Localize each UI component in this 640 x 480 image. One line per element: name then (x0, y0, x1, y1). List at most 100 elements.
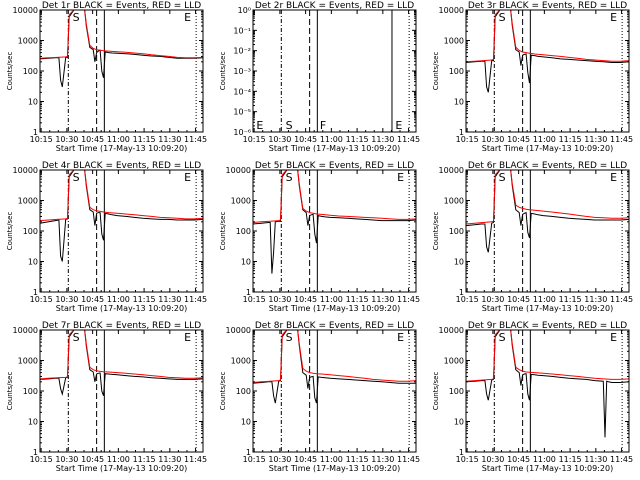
x-tick-label: 11:00 (107, 295, 130, 304)
marker-annotation: S (499, 331, 506, 344)
x-tick-label: 11:15 (346, 135, 369, 144)
y-tick-label: 10000 (439, 6, 464, 15)
panel-title: Det 7r BLACK = Events, RED = LLD (42, 321, 201, 331)
y-tick-label: 100 (23, 227, 38, 236)
panel-title: Det 4r BLACK = Events, RED = LLD (42, 161, 201, 171)
x-tick-label: 10:45 (294, 135, 317, 144)
x-tick-label: 10:30 (268, 455, 291, 464)
x-tick-label: 11:15 (133, 295, 156, 304)
y-tick-label: 10000 (226, 326, 251, 335)
x-tick-label: 10:30 (268, 295, 291, 304)
x-tick-label: 10:15 (30, 295, 53, 304)
panel-title: Det 8r BLACK = Events, RED = LLD (255, 321, 414, 331)
y-tick-label: 1000 (18, 357, 38, 366)
x-tick-label: 11:00 (107, 135, 130, 144)
x-tick-label: 10:30 (55, 455, 78, 464)
panel-det8: Det 8r BLACK = Events, RED = LLD 1 10 100 10… (219, 321, 420, 473)
x-tick-label: 11:00 (320, 455, 343, 464)
x-axis-label: Start Time (17-May-13 10:09:20) (269, 304, 400, 313)
y-tick-label: 100 (236, 227, 251, 236)
x-tick-label: 11:00 (533, 295, 556, 304)
y-axis-label: Counts/sec (432, 212, 440, 251)
x-tick-label: 11:15 (559, 295, 582, 304)
marker-annotation: E (256, 119, 263, 132)
x-tick-label: 11:00 (107, 455, 130, 464)
y-tick-label: 10 (454, 418, 464, 427)
plot-area (253, 170, 416, 292)
x-tick-label: 11:45 (610, 455, 633, 464)
y-tick-label: 10000 (13, 326, 38, 335)
x-tick-label: 11:30 (584, 455, 607, 464)
series-line-lld (40, 10, 203, 59)
y-tick-label: 10⁻² (233, 47, 251, 56)
x-tick-label: 10:45 (507, 135, 530, 144)
y-tick-label: 1000 (444, 37, 464, 46)
y-axis-label: Counts/sec (432, 52, 440, 91)
series-line-events (40, 330, 203, 396)
series-line-lld (466, 170, 629, 225)
x-axis-label: Start Time (17-May-13 10:09:20) (269, 464, 400, 473)
plot-area (280, 10, 410, 132)
y-tick-label: 10⁻⁴ (233, 87, 251, 96)
x-tick-label: 10:15 (456, 135, 479, 144)
panel-title: Det 1r BLACK = Events, RED = LLD (42, 1, 201, 11)
y-tick-label: 10 (28, 418, 38, 427)
y-tick-label: 1 (459, 448, 464, 457)
x-tick-label: 11:30 (584, 295, 607, 304)
x-axis-label: Start Time (17-May-13 10:09:20) (56, 464, 187, 473)
x-tick-label: 11:15 (133, 455, 156, 464)
marker-annotation: E (610, 171, 617, 184)
plot-frame (252, 169, 417, 293)
x-tick-label: 11:00 (533, 455, 556, 464)
panel-det9: Det 9r BLACK = Events, RED = LLD 1 10 100 10… (432, 321, 633, 473)
plot-frame (39, 329, 204, 453)
x-tick-label: 10:30 (55, 135, 78, 144)
marker-annotation: E (397, 331, 404, 344)
x-tick-label: 11:15 (346, 295, 369, 304)
y-tick-label: 1 (459, 128, 464, 137)
x-tick-label: 10:30 (481, 295, 504, 304)
x-axis-label: Start Time (17-May-13 10:09:20) (56, 144, 187, 153)
x-axis-label: Start Time (17-May-13 10:09:20) (269, 144, 400, 153)
marker-annotation: S (73, 171, 80, 184)
panel-title: Det 6r BLACK = Events, RED = LLD (468, 161, 627, 171)
panel-det5: Det 5r BLACK = Events, RED = LLD 1 10 100 10… (219, 161, 420, 313)
plot-area (466, 170, 629, 292)
y-tick-label: 1 (246, 288, 251, 297)
y-tick-label: 10000 (13, 166, 38, 175)
series-line-lld (40, 330, 203, 380)
x-tick-label: 10:15 (456, 455, 479, 464)
y-tick-label: 10000 (439, 326, 464, 335)
x-tick-label: 10:15 (456, 295, 479, 304)
y-tick-label: 100 (236, 387, 251, 396)
y-tick-label: 100 (449, 227, 464, 236)
y-axis-label: Counts/sec (219, 372, 227, 411)
y-tick-label: 10⁻⁵ (233, 108, 251, 117)
x-tick-label: 11:15 (133, 135, 156, 144)
y-axis-label: Counts/sec (219, 52, 227, 91)
x-axis-label: Start Time (17-May-13 10:09:20) (482, 144, 613, 153)
x-axis-label: Start Time (17-May-13 10:09:20) (56, 304, 187, 313)
x-tick-label: 10:15 (30, 455, 53, 464)
x-tick-label: 10:45 (294, 295, 317, 304)
series-line-lld (40, 170, 203, 222)
x-tick-label: 11:30 (371, 455, 394, 464)
series-line-lld (466, 330, 629, 382)
marker-annotation: S (499, 171, 506, 184)
x-tick-label: 10:15 (30, 135, 53, 144)
x-tick-label: 11:00 (320, 295, 343, 304)
x-tick-label: 10:15 (243, 455, 266, 464)
y-tick-label: 10 (454, 98, 464, 107)
series-line-events (466, 170, 629, 253)
plot-area (466, 330, 629, 452)
y-tick-label: 100 (23, 387, 38, 396)
y-tick-label: 1000 (444, 197, 464, 206)
y-tick-label: 10⁻¹ (233, 26, 251, 35)
y-tick-label: 1 (33, 448, 38, 457)
x-tick-label: 11:15 (559, 455, 582, 464)
marker-annotation: E (184, 11, 191, 24)
marker-annotation: E (395, 119, 402, 132)
y-tick-label: 10⁻⁶ (233, 128, 251, 137)
x-tick-label: 11:45 (610, 295, 633, 304)
